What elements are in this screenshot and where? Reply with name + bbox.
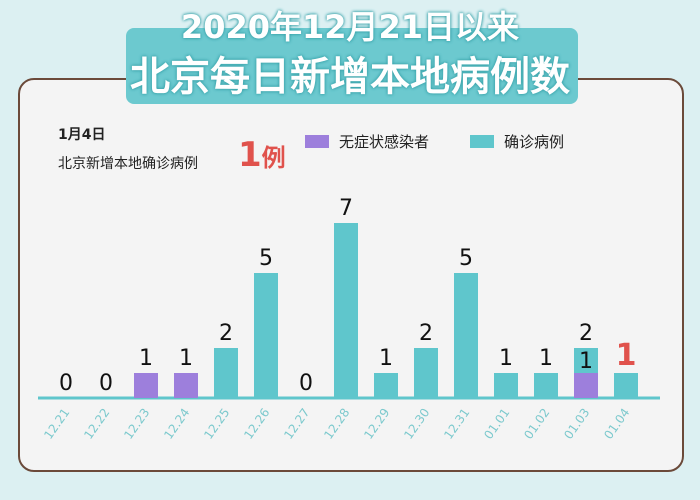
tick-label-12.23: 12.23: [121, 406, 152, 442]
data-label-12.22: 0: [99, 371, 113, 396]
data-label-12.21: 0: [59, 371, 73, 396]
bar-confirmed-12.30: [414, 348, 438, 398]
bar-asymptomatic-01.03: [574, 373, 598, 398]
bar-confirmed-12.29: [374, 373, 398, 398]
tick-label-12.25: 12.25: [201, 406, 232, 442]
bar-asymptomatic-12.23: [134, 373, 158, 398]
data-label-01.03: 2: [579, 321, 593, 346]
data-label-01.04: 1: [616, 338, 637, 373]
data-label-12.29: 1: [379, 346, 393, 371]
data-label-01.02: 1: [539, 346, 553, 371]
tick-label-12.28: 12.28: [321, 406, 352, 442]
bar-confirmed-12.31: [454, 273, 478, 398]
title-banner: [126, 28, 578, 104]
tick-label-12.26: 12.26: [241, 406, 272, 442]
title-line1: 2020年12月21日以来: [180, 8, 520, 46]
legend-swatch-teal: [470, 135, 494, 148]
bar-confirmed-12.28: [334, 223, 358, 398]
data-label-12.24: 1: [179, 346, 193, 371]
bar-confirmed-12.25: [214, 348, 238, 398]
tick-label-01.02: 01.02: [521, 406, 552, 442]
highlight-unit: 例: [261, 144, 286, 172]
inner-label-01.03: 1: [579, 349, 593, 374]
tick-label-01.01: 01.01: [481, 406, 512, 442]
bar-confirmed-01.03: [574, 348, 598, 373]
bar-confirmed-01.02: [534, 373, 558, 398]
bar-confirmed-01.04: [614, 373, 638, 398]
data-label-12.30: 2: [419, 321, 433, 346]
data-label-12.26: 5: [259, 246, 273, 271]
tick-label-01.03: 01.03: [561, 406, 592, 442]
legend-asymptomatic: 无症状感染者: [305, 131, 429, 152]
tick-label-12.30: 12.30: [401, 406, 432, 442]
data-label-12.23: 1: [139, 346, 153, 371]
highlight-date: 1月4日: [58, 127, 106, 143]
bar-confirmed-12.26: [254, 273, 278, 398]
title-line2: 北京每日新增本地病例数: [130, 54, 570, 100]
tick-label-12.24: 12.24: [161, 406, 192, 442]
data-label-01.01: 1: [499, 346, 513, 371]
tick-label-12.31: 12.31: [441, 406, 472, 442]
data-label-12.31: 5: [459, 246, 473, 271]
legend-label: 确诊病例: [504, 133, 565, 151]
data-label-12.25: 2: [219, 321, 233, 346]
data-label-12.28: 7: [339, 196, 353, 221]
highlight-number: 1: [238, 135, 262, 175]
tick-label-12.22: 12.22: [81, 406, 112, 442]
legend-confirmed: 确诊病例: [470, 131, 564, 152]
tick-label-12.21: 12.21: [41, 406, 72, 442]
tick-label-12.27: 12.27: [281, 406, 312, 442]
bar-asymptomatic-12.24: [174, 373, 198, 398]
highlight-value: 1例: [238, 135, 286, 175]
highlight-text: 北京新增本地确诊病例: [58, 156, 198, 172]
legend-swatch-purple: [305, 135, 329, 148]
legend-label: 无症状感染者: [339, 133, 430, 151]
bar-confirmed-01.01: [494, 373, 518, 398]
tick-label-01.04: 01.04: [601, 406, 632, 442]
tick-label-12.29: 12.29: [361, 406, 392, 442]
data-label-12.27: 0: [299, 371, 313, 396]
